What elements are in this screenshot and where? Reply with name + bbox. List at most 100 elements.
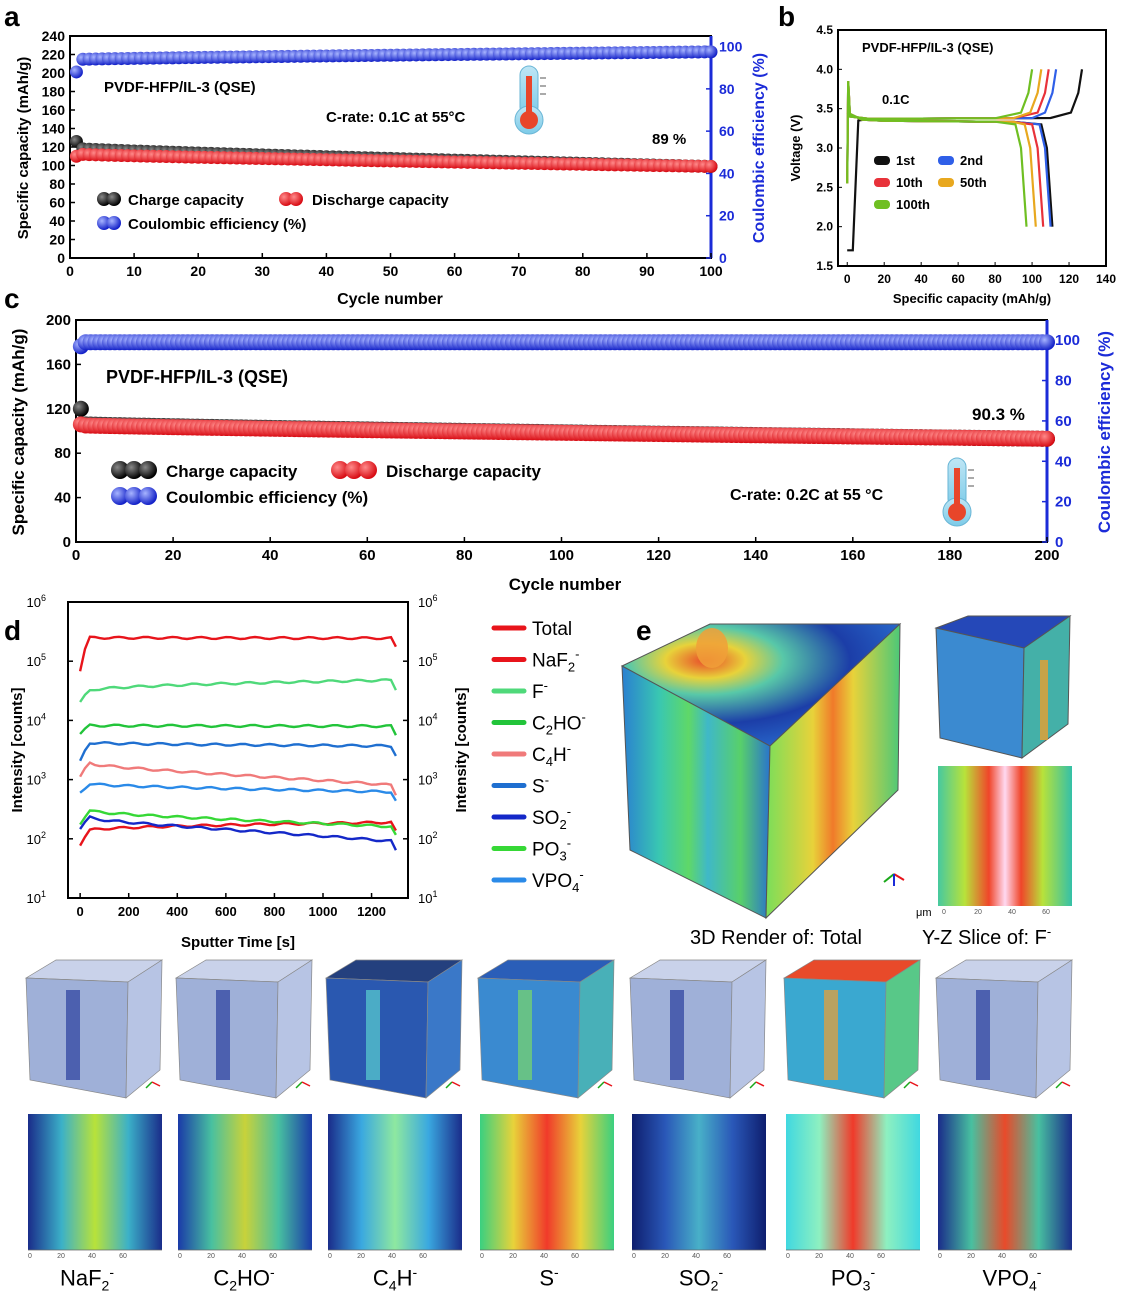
legend-label-charge: Charge capacity — [166, 462, 298, 481]
ion-cube-right — [729, 959, 767, 1099]
x-tick-label: 180 — [937, 547, 962, 564]
triad-x — [1061, 1081, 1071, 1087]
ion-slice-map — [480, 1114, 614, 1250]
panel-letter-b: b — [778, 1, 795, 32]
x-tick-label: 30 — [255, 263, 271, 279]
triad-x — [451, 1081, 461, 1087]
profile-S- — [79, 740, 397, 762]
slice-tick-label: 40 — [238, 1253, 246, 1260]
triad-y — [749, 1081, 757, 1089]
total-3d-render — [620, 622, 902, 920]
legend-marker-charge — [111, 461, 129, 479]
series-coulombic-efficiency- — [69, 45, 718, 79]
ion-cube-band — [824, 990, 838, 1080]
profile-F- — [79, 678, 397, 703]
ion-map-0: 0 20 40 60 — [24, 959, 164, 1260]
f-slice-caption: Y-Z Slice of: F- — [922, 924, 1051, 949]
right-tick-label: 100 — [1055, 332, 1080, 349]
y-tick-label: 106 — [418, 593, 437, 610]
x-tick-label: 160 — [840, 547, 865, 564]
y-tick-label: 0 — [57, 250, 65, 266]
panel-d-chart: d 0 200 400 600 800 1000 1200 101 101 102 102 103 1… — [4, 593, 586, 951]
panel-d-xlabel: Sputter Time [s] — [181, 934, 295, 951]
ion-label-po3: PO3- — [830, 1264, 876, 1294]
panel-c-right-ticks: 0 20 40 60 80 100 — [1042, 332, 1080, 551]
triad-x — [603, 1081, 613, 1087]
charge-curve-50th — [846, 69, 1043, 184]
legend-swatch-10th — [874, 178, 890, 187]
triad-x — [151, 1081, 161, 1087]
right-tick-label: 80 — [1055, 373, 1072, 390]
slice-tick-label: 20 — [967, 1253, 975, 1260]
right-tick-label: 40 — [719, 165, 735, 181]
x-tick-label: 20 — [190, 263, 206, 279]
data-point — [1039, 334, 1055, 351]
legend-marker-charge-2 — [125, 461, 143, 479]
profile-C2HO- — [79, 723, 397, 736]
legend-label-charge: Charge capacity — [128, 192, 245, 209]
y-tick-label: 240 — [42, 28, 66, 44]
ion-cube-band — [976, 990, 990, 1080]
legend-swatch-50th — [938, 178, 954, 187]
legend-marker-discharge-2 — [289, 192, 303, 206]
y-tick-label: 60 — [49, 195, 65, 211]
legend-swatch-100th — [874, 200, 890, 209]
triad-y — [1055, 1081, 1063, 1089]
slice-tick-label: 60 — [571, 1253, 579, 1260]
data-point — [69, 65, 83, 79]
panel-a-x-ticks: 0 10 20 30 40 50 60 70 80 90 100 — [66, 253, 723, 279]
triad-y — [295, 1081, 303, 1089]
y-tick-label: 140 — [42, 121, 66, 137]
slice-tick-label: 40 — [846, 1253, 854, 1260]
slice-tick-label: 60 — [1042, 909, 1050, 916]
ion-map-row: 0 20 40 60 0 20 40 60 0 20 40 60 0 20 40 60 0 20 40 60 0 20 40… — [24, 959, 1074, 1260]
y-tick-label: 220 — [42, 47, 66, 63]
panel-e-maps: e μm 3D Render of: Total Y-Z Slice of: F… — [620, 615, 1072, 949]
panel-a-retention: 89 % — [652, 131, 686, 148]
ion-label-c4h: C4H- — [372, 1264, 418, 1294]
panel-c-xlabel: Cycle number — [509, 575, 622, 594]
y-tick-label: 40 — [54, 490, 71, 507]
panel-a-right-ticks: 0 20 40 60 80 100 — [706, 39, 743, 266]
x-tick-label: 10 — [126, 263, 142, 279]
legend-label-50th: 50th — [960, 175, 987, 190]
ion-map-6: 0 20 40 60 — [934, 959, 1074, 1260]
panel-a-data-points — [69, 45, 718, 173]
right-tick-label: 60 — [719, 123, 735, 139]
legend-swatch-2nd — [938, 156, 954, 165]
discharge-curve-2nd — [846, 111, 1052, 227]
data-point — [1039, 430, 1055, 447]
panel-d-legend: Total NaF2- F- C2HO- C4H- S- SO2- PO3- VPO4- — [491, 619, 586, 895]
panel-b-xlabel: Specific capacity (mAh/g) — [893, 291, 1051, 306]
y-tick-label: 160 — [46, 356, 71, 373]
triad-y — [145, 1081, 153, 1089]
slice-tick-label: 20 — [207, 1253, 215, 1260]
slice-tick-label: 0 — [178, 1253, 182, 1260]
legend-marker-ce-2 — [107, 216, 121, 230]
axis-triad-icon — [883, 873, 905, 886]
ion-map-4: 0 20 40 60 — [628, 959, 768, 1260]
right-tick-label: 20 — [719, 208, 735, 224]
panel-c-ylabel-right: Coulombic efficiency (%) — [1095, 331, 1114, 533]
legend-label-10th: 10th — [896, 175, 923, 190]
y-tick-label: 120 — [46, 401, 71, 418]
panel-letter-c: c — [4, 283, 20, 314]
y-tick-label: 103 — [418, 771, 437, 788]
panel-a-legend: Charge capacity Discharge capacity Coulo… — [97, 192, 449, 233]
cube-hotspot — [696, 628, 728, 668]
slice-tick-label: 0 — [942, 909, 946, 916]
slice-tick-label: 20 — [974, 909, 982, 916]
legend-label-1st: 1st — [896, 153, 915, 168]
legend-marker-charge-2 — [107, 192, 121, 206]
panel-b-annotation: 0.1C — [882, 92, 910, 107]
profile-PO3- — [79, 809, 397, 836]
x-tick-label: 140 — [1096, 272, 1116, 286]
legend-label-F-: F- — [532, 678, 548, 703]
slice-tick-label: 0 — [632, 1253, 636, 1260]
slice-tick-label: 60 — [419, 1253, 427, 1260]
ion-slice-map — [938, 1114, 1072, 1250]
x-tick-label: 100 — [699, 263, 723, 279]
x-tick-label: 90 — [639, 263, 655, 279]
panel-a-ylabel: Specific capacity (mAh/g) — [15, 57, 32, 240]
